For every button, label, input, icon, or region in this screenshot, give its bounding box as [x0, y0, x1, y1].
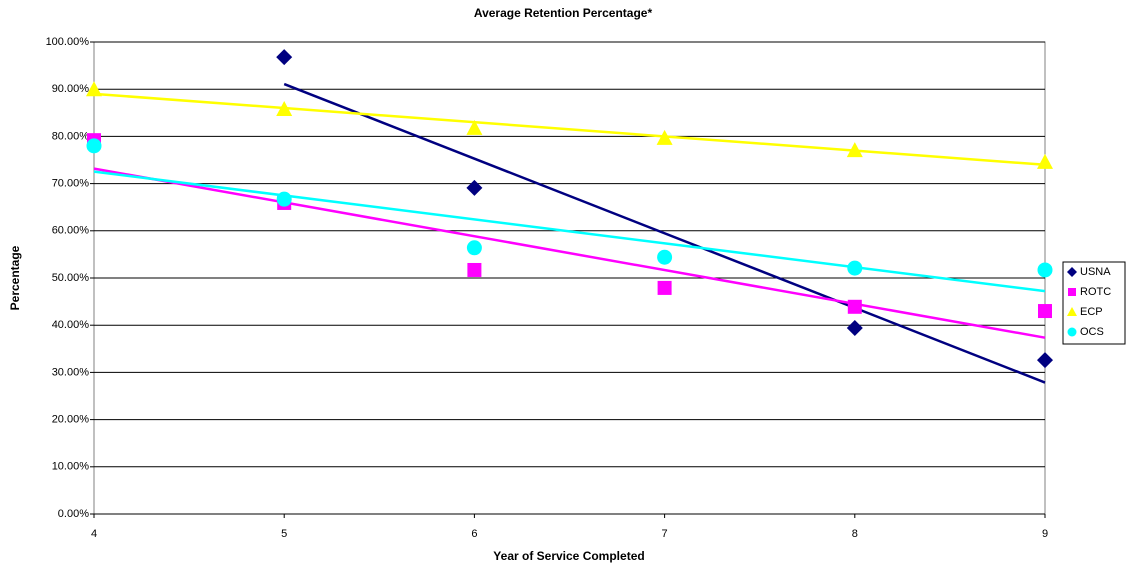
- y-tick-label: 40.00%: [52, 319, 90, 331]
- point: [656, 129, 673, 145]
- point: [466, 179, 483, 196]
- y-tick-label: 20.00%: [52, 414, 90, 426]
- point: [846, 320, 863, 337]
- y-tick-label: 50.00%: [52, 272, 90, 284]
- x-tick-label: 6: [471, 528, 477, 540]
- y-tick-label: 60.00%: [52, 225, 90, 237]
- point: [86, 81, 102, 97]
- point: [466, 240, 482, 256]
- legend-marker: [1068, 288, 1076, 296]
- trendline: [93, 170, 1046, 293]
- point: [657, 249, 673, 265]
- trendline: [283, 82, 1046, 384]
- point: [276, 49, 293, 66]
- point: [276, 101, 293, 117]
- point: [847, 260, 863, 276]
- x-tick-label: 7: [662, 528, 668, 540]
- legend-label: ROTC: [1080, 286, 1111, 298]
- legend-label: OCS: [1080, 326, 1104, 338]
- chart-title: Average Retention Percentage*: [474, 6, 653, 20]
- legend-marker: [1067, 307, 1077, 316]
- legend-label: USNA: [1080, 266, 1111, 278]
- y-tick-label: 30.00%: [52, 366, 90, 378]
- y-tick-label: 10.00%: [52, 461, 90, 473]
- y-axis-label: Percentage: [8, 245, 22, 310]
- point: [1038, 304, 1052, 319]
- trendline: [93, 92, 1046, 167]
- point: [467, 262, 482, 277]
- y-tick-label: 90.00%: [52, 83, 90, 95]
- x-axis-label: Year of Service Completed: [493, 549, 644, 563]
- legend-marker: [1067, 267, 1077, 277]
- legend-marker: [1067, 327, 1077, 337]
- point: [466, 119, 483, 135]
- point: [1037, 153, 1053, 169]
- legend-label: ECP: [1080, 306, 1103, 318]
- point: [847, 299, 862, 314]
- point: [657, 280, 672, 295]
- y-tick-label: 0.00%: [58, 508, 89, 520]
- x-tick-label: 5: [281, 528, 287, 540]
- point: [86, 138, 102, 154]
- x-tick-label: 4: [91, 528, 97, 540]
- y-tick-label: 70.00%: [52, 178, 90, 190]
- point: [276, 191, 292, 207]
- point: [1037, 352, 1053, 369]
- y-tick-label: 80.00%: [52, 130, 90, 142]
- trendline: [93, 167, 1046, 339]
- y-tick-label: 100.00%: [46, 36, 90, 48]
- x-tick-label: 9: [1042, 528, 1048, 540]
- x-tick-label: 8: [852, 528, 858, 540]
- point: [846, 142, 863, 158]
- point: [1037, 262, 1053, 278]
